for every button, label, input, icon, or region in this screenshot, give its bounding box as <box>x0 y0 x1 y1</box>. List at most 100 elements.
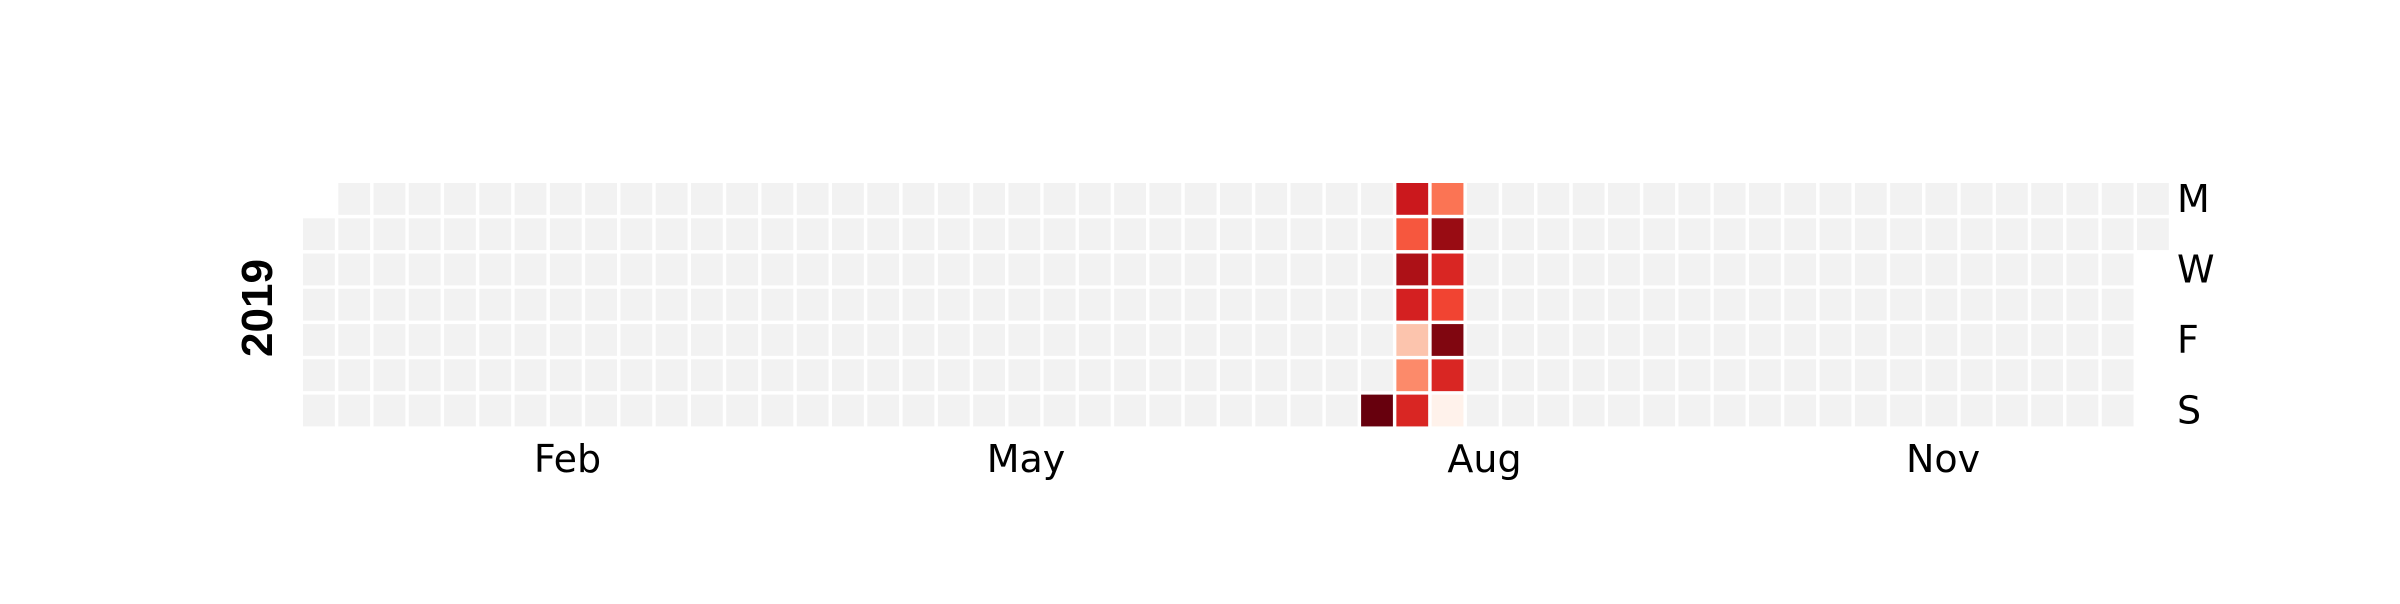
heatmap-cell <box>1643 253 1676 286</box>
heatmap-cell <box>303 324 335 356</box>
heatmap-cell <box>973 394 1005 427</box>
heatmap-cell <box>937 183 970 215</box>
heatmap-cell <box>1643 324 1676 356</box>
heatmap-cell <box>1043 288 1076 321</box>
heatmap-cell <box>2101 359 2134 392</box>
heatmap-cell <box>373 324 406 356</box>
heatmap-cell <box>1008 288 1041 321</box>
heatmap-cell <box>1784 218 1817 251</box>
heatmap-cell <box>726 218 759 251</box>
heatmap-cell <box>1149 253 1182 286</box>
heatmap-cell <box>1466 253 1499 286</box>
heatmap-cell <box>1537 394 1570 427</box>
heatmap-cell <box>2031 394 2064 427</box>
heatmap-cell <box>1572 253 1605 286</box>
heatmap-cell <box>2101 288 2134 321</box>
heatmap-cell <box>1184 324 1217 356</box>
heatmap-cell <box>1643 359 1676 392</box>
heatmap-cell <box>690 359 723 392</box>
heatmap-cell <box>1678 324 1711 356</box>
heatmap-cell <box>408 394 441 427</box>
heatmap-cell <box>937 394 970 427</box>
heatmap-cell <box>1995 183 2028 215</box>
y-tick-label: M <box>2177 177 2210 221</box>
heatmap-cell <box>796 359 829 392</box>
heatmap-cell <box>1572 218 1605 251</box>
heatmap-cell <box>902 253 935 286</box>
heatmap-cell <box>1220 183 1252 215</box>
heatmap-cell <box>1220 324 1252 356</box>
heatmap-cell <box>2101 253 2134 286</box>
heatmap-cell <box>1008 218 1041 251</box>
heatmap-cell <box>1114 253 1147 286</box>
heatmap-cell <box>1184 218 1217 251</box>
heatmap-cell <box>796 183 829 215</box>
heatmap-cell <box>1290 394 1323 427</box>
heatmap-cell <box>1502 218 1534 251</box>
heatmap-cell <box>1995 218 2028 251</box>
heatmap-cell <box>1572 183 1605 215</box>
heatmap-cell <box>1643 394 1676 427</box>
heatmap-cell <box>2031 183 2064 215</box>
heatmap-cell <box>620 359 653 392</box>
heatmap-cell <box>373 218 406 251</box>
x-tick-labels: Feb May Aug Nov <box>534 437 1980 481</box>
heatmap-cell <box>2031 218 2064 251</box>
y-tick-label: S <box>2177 389 2201 433</box>
heatmap-cell-active <box>1431 183 1464 215</box>
heatmap-cell-active <box>1431 394 1464 427</box>
heatmap-cell <box>303 288 335 321</box>
heatmap-cell <box>444 218 476 251</box>
heatmap-cell <box>1819 394 1852 427</box>
heatmap-cell <box>726 288 759 321</box>
heatmap-cell <box>1572 288 1605 321</box>
heatmap-cell <box>1149 218 1182 251</box>
heatmap-cell <box>796 324 829 356</box>
heatmap-cell <box>832 359 864 392</box>
heatmap-cell <box>1607 288 1640 321</box>
heatmap-cell <box>1890 288 1922 321</box>
heatmap-cell <box>937 253 970 286</box>
heatmap-cell <box>1995 288 2028 321</box>
heatmap-cell <box>1149 288 1182 321</box>
heatmap-cell <box>1925 288 1958 321</box>
heatmap-cell <box>373 359 406 392</box>
heatmap-cell <box>1149 324 1182 356</box>
heatmap-cell <box>1995 324 2028 356</box>
heatmap-cell <box>1784 253 1817 286</box>
heatmap-cell <box>1290 324 1323 356</box>
heatmap-cell <box>549 288 582 321</box>
heatmap-cell <box>514 183 547 215</box>
heatmap-cell <box>1184 288 1217 321</box>
heatmap-cell <box>1043 394 1076 427</box>
heatmap-cell <box>585 253 617 286</box>
heatmap-cell <box>902 394 935 427</box>
heatmap-cell <box>479 324 512 356</box>
heatmap-cell <box>1114 183 1147 215</box>
heatmap-cell <box>655 253 688 286</box>
x-tick-label: Feb <box>534 437 601 481</box>
heatmap-cell <box>796 288 829 321</box>
heatmap-cell <box>867 359 900 392</box>
heatmap-cell <box>1361 359 1393 392</box>
heatmap-cell <box>1220 359 1252 392</box>
heatmap-cell <box>479 183 512 215</box>
heatmap-cell <box>655 394 688 427</box>
y-tick-label: W <box>2177 247 2215 291</box>
heatmap-cell <box>514 288 547 321</box>
heatmap-cell <box>585 218 617 251</box>
heatmap-cell <box>1361 218 1393 251</box>
heatmap-cell <box>1572 324 1605 356</box>
heatmap-cell <box>690 253 723 286</box>
heatmap-cell <box>1466 394 1499 427</box>
heatmap-cell <box>1784 288 1817 321</box>
heatmap-cell <box>1043 359 1076 392</box>
heatmap-cell <box>690 288 723 321</box>
heatmap-cell <box>1925 253 1958 286</box>
heatmap-cell <box>1220 288 1252 321</box>
heatmap-cell-active <box>1431 288 1464 321</box>
heatmap-cell <box>655 183 688 215</box>
heatmap-cell <box>1220 253 1252 286</box>
heatmap-cell <box>973 183 1005 215</box>
